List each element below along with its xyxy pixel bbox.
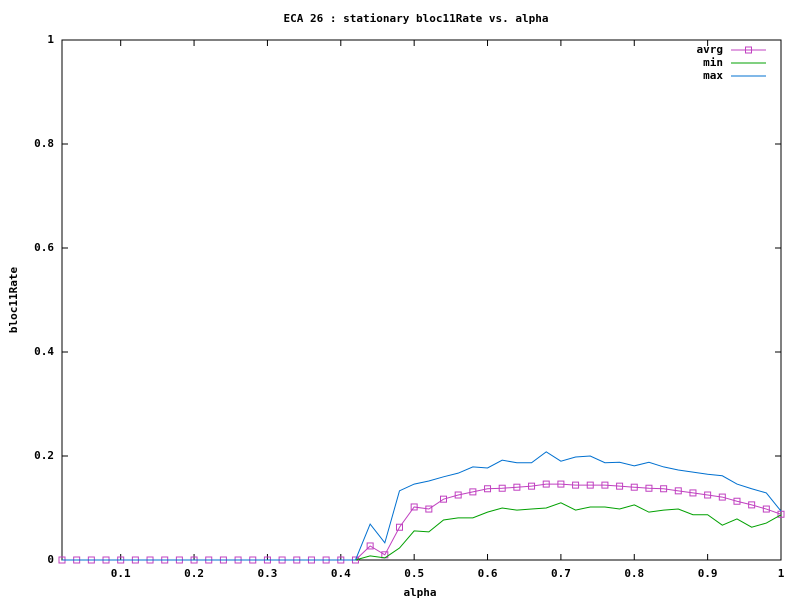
point-marker [674,487,682,495]
point-marker [498,484,506,492]
x-tick-label: 0.3 [257,567,277,580]
point-marker [616,482,624,490]
point-marker [572,481,580,489]
series-line [62,502,782,561]
series-line [62,451,782,561]
point-marker [528,482,536,490]
y-tick-label: 0.8 [34,137,54,150]
point-marker [586,481,594,489]
y-tick-label: 0.2 [34,449,54,462]
y-tick-label: 0.4 [34,345,54,358]
point-marker [748,501,756,509]
legend-label: min [703,56,723,69]
y-tick-label: 0.6 [34,241,54,254]
x-tick-label: 0.8 [624,567,644,580]
point-marker [410,503,418,511]
plot-frame [61,39,782,561]
point-marker [366,542,374,550]
x-tick-label: 0.2 [184,567,204,580]
x-tick-label: 1 [778,567,785,580]
point-marker [557,480,565,488]
y-axis-label: bloc11Rate [7,267,20,334]
y-tick-label: 1 [47,33,54,46]
y-tick-label: 0 [47,553,54,566]
x-tick-label: 0.1 [111,567,131,580]
point-marker [542,480,550,488]
point-marker [645,484,653,492]
x-tick-label: 0.9 [698,567,718,580]
legend-label: max [703,69,723,82]
legend-marker [745,46,752,54]
legend-label: avrg [697,43,724,56]
x-tick-label: 0.5 [404,567,424,580]
point-marker [689,489,697,497]
x-tick-label: 0.7 [551,567,571,580]
point-marker [630,483,638,491]
x-axis-label: alpha [403,586,436,599]
series-line [62,483,782,561]
point-marker [513,483,521,491]
chart-title: ECA 26 : stationary bloc11Rate vs. alpha [284,12,549,25]
x-tick-label: 0.4 [331,567,351,580]
point-marker [440,495,448,503]
point-marker [733,497,741,505]
point-marker [484,485,492,493]
point-marker [425,505,433,513]
x-tick-label: 0.6 [478,567,498,580]
point-marker [718,493,726,501]
point-marker [660,485,668,493]
point-marker [469,488,477,496]
point-marker [762,505,770,513]
point-marker [601,481,609,489]
point-marker [454,491,462,499]
point-marker [704,491,712,499]
point-marker [395,523,403,531]
point-marker [777,510,785,518]
